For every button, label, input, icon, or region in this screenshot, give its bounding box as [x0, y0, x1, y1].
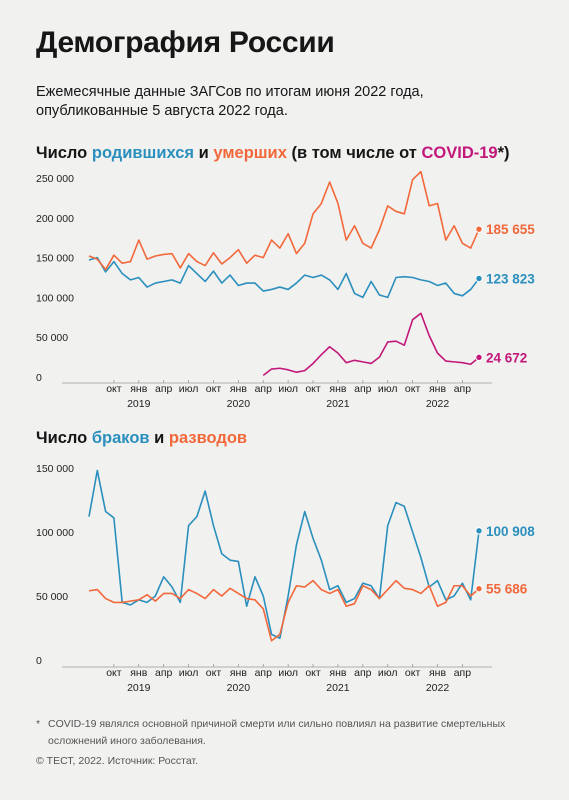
- x-tick-label: янв: [429, 667, 446, 679]
- footnote-row: * COVID-19 являлся основной причиной смер…: [36, 716, 526, 750]
- x-tick-label: июл: [179, 667, 199, 679]
- title-part: разводов: [168, 429, 248, 447]
- end-dot: [475, 353, 483, 362]
- end-label: 100 908: [486, 524, 535, 539]
- page-title: Демография России: [36, 26, 335, 59]
- x-tick-label: апр: [155, 667, 173, 679]
- end-dot: [475, 225, 483, 233]
- x-tick-label: апр: [155, 383, 173, 395]
- series-line: [88, 469, 480, 640]
- title-part: Число: [36, 144, 88, 162]
- x-tick-label: апр: [354, 667, 372, 679]
- end-label: 55 686: [486, 582, 528, 597]
- y-tick-label: 150 000: [36, 253, 74, 265]
- end-label: 24 672: [486, 350, 527, 365]
- x-tick-label: июл: [278, 383, 298, 395]
- title-part: и: [198, 144, 209, 162]
- subtitle: Ежемесячные данные ЗАГСов по итогам июня…: [36, 83, 424, 121]
- x-tick-label: июл: [179, 383, 199, 395]
- footnote-text: COVID-19 являлся основной причиной смерт…: [48, 718, 506, 747]
- x-year-label: 2021: [326, 682, 350, 694]
- series-line: [88, 256, 480, 299]
- y-tick-label: 100 000: [36, 527, 74, 539]
- y-tick-label: 0: [36, 372, 42, 384]
- x-tick-label: окт: [206, 667, 222, 679]
- title-part: браков: [91, 429, 150, 447]
- x-year-label: 2020: [227, 682, 251, 694]
- x-tick-label: окт: [405, 667, 421, 679]
- footnote-mark: *: [36, 718, 41, 730]
- x-tick-label: окт: [305, 667, 321, 679]
- x-tick-label: янв: [329, 667, 346, 679]
- x-year-label: 2022: [426, 682, 450, 694]
- source: © ТЕСТ, 2022. Источник: Росстат.: [36, 755, 198, 767]
- y-tick-label: 0: [36, 655, 42, 667]
- y-tick-label: 100 000: [36, 292, 74, 304]
- subtitle-line: опубликованные 5 августа 2022 года.: [36, 103, 288, 119]
- x-tick-label: июл: [278, 667, 298, 679]
- x-year-label: 2019: [127, 398, 151, 410]
- series-line: [262, 312, 480, 377]
- x-tick-label: окт: [106, 667, 122, 679]
- series-line: [88, 579, 480, 642]
- title-part: *): [497, 144, 510, 162]
- x-year-label: 2019: [127, 682, 151, 694]
- y-tick-label: 50 000: [36, 332, 68, 344]
- x-tick-label: окт: [106, 383, 122, 395]
- end-dot: [475, 527, 483, 535]
- x-tick-label: янв: [230, 667, 247, 679]
- title-part: умерших: [213, 144, 287, 162]
- title-part: Число: [36, 429, 88, 447]
- x-tick-label: янв: [230, 383, 247, 395]
- title-part: родившихся: [91, 144, 195, 162]
- x-tick-label: янв: [130, 383, 147, 395]
- x-year-label: 2020: [227, 398, 251, 410]
- footnote: * COVID-19 являлся основной причиной смер…: [36, 716, 526, 770]
- x-tick-label: янв: [429, 383, 446, 395]
- end-label: 123 823: [486, 271, 535, 286]
- x-tick-label: окт: [405, 383, 421, 395]
- x-tick-label: янв: [130, 667, 147, 679]
- x-tick-label: окт: [206, 383, 222, 395]
- end-dot: [475, 274, 483, 283]
- x-tick-label: окт: [305, 383, 321, 395]
- y-tick-label: 250 000: [36, 173, 74, 185]
- series-line: [88, 170, 480, 271]
- end-dot: [475, 585, 483, 593]
- title-part: COVID-19: [421, 144, 498, 162]
- end-label: 185 655: [486, 222, 535, 237]
- x-tick-label: апр: [255, 383, 273, 395]
- title-part: и: [154, 429, 165, 447]
- x-tick-label: апр: [454, 667, 472, 679]
- x-tick-label: апр: [454, 383, 472, 395]
- x-tick-label: июл: [378, 667, 398, 679]
- x-year-label: 2022: [426, 398, 450, 410]
- x-tick-label: апр: [255, 667, 273, 679]
- chart-title: Число родившихся и умерших (в том числе …: [36, 144, 510, 163]
- chart-title: Число браков и разводов: [36, 429, 247, 448]
- title-part: (в том числе от: [291, 144, 417, 162]
- y-tick-label: 50 000: [36, 591, 68, 603]
- x-tick-label: янв: [329, 383, 346, 395]
- y-tick-label: 150 000: [36, 463, 74, 475]
- subtitle-line: Ежемесячные данные ЗАГСов по итогам июня…: [36, 84, 424, 100]
- x-tick-label: апр: [354, 383, 372, 395]
- y-tick-label: 200 000: [36, 213, 74, 225]
- x-year-label: 2021: [326, 398, 350, 410]
- x-tick-label: июл: [378, 383, 398, 395]
